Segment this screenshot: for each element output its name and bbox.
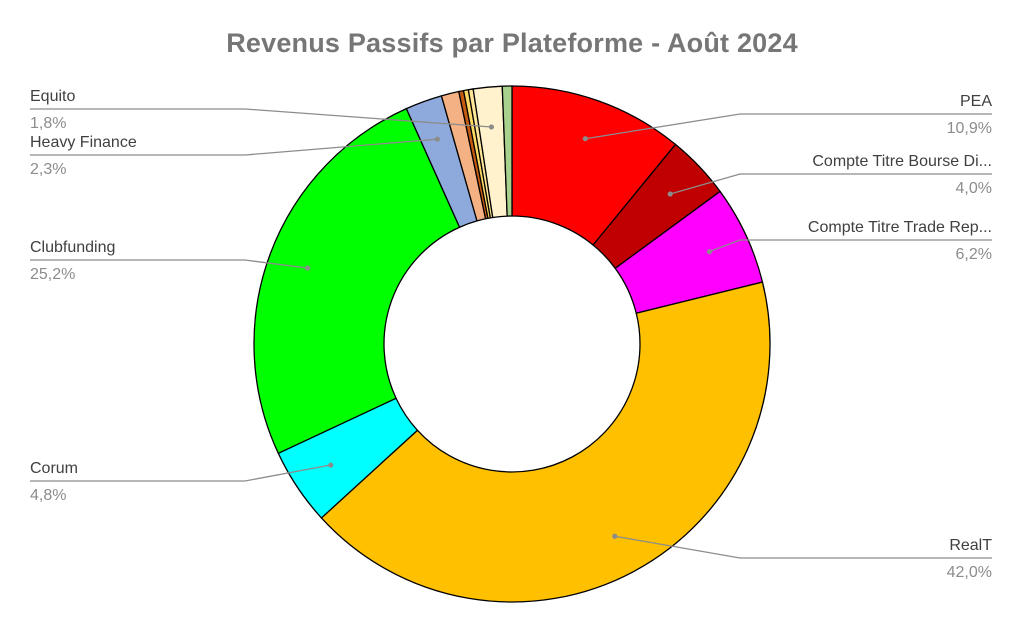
leader-line-pea [585, 113, 992, 140]
label-pct-equito: 1,8% [30, 115, 66, 132]
leader-line-equito [30, 108, 492, 128]
label-pct-clubfunding: 25,2% [30, 266, 75, 283]
leader-dot-compte-titre-bourse-di [667, 191, 673, 197]
label-name-heavy-finance: Heavy Finance [30, 134, 137, 151]
label-name-compte-titre-bourse-di: Compte Titre Bourse Di... [812, 153, 992, 170]
leader-dot-equito [488, 124, 495, 130]
label-pct-compte-titre-bourse-di: 4,0% [956, 180, 992, 197]
leader-line-realt [614, 535, 992, 559]
chart-title: Revenus Passifs par Plateforme - Août 20… [226, 28, 798, 58]
slice-realt [320, 281, 771, 603]
label-name-clubfunding: Clubfunding [30, 239, 115, 256]
leader-lines [30, 108, 992, 559]
leader-dot-compte-titre-trade-rep [706, 249, 713, 255]
label-pct-corum: 4,8% [30, 487, 66, 504]
slice-unlabeled-12 [501, 85, 513, 217]
label-pct-pea: 10,9% [947, 120, 992, 137]
slice-clubfunding [253, 107, 461, 455]
leader-line-compte-titre-trade-rep [709, 239, 992, 253]
label-pct-heavy-finance: 2,3% [30, 161, 66, 178]
leader-line-compte-titre-bourse-di [670, 173, 992, 195]
label-name-corum: Corum [30, 460, 78, 477]
label-pct-realt: 42,0% [947, 564, 992, 581]
leader-dot-corum [328, 462, 334, 468]
leader-dot-heavy-finance [434, 136, 440, 142]
leader-dot-pea [582, 136, 588, 142]
leader-dot-realt [612, 533, 618, 539]
label-name-compte-titre-trade-rep: Compte Titre Trade Rep... [808, 219, 992, 236]
leader-dot-clubfunding [305, 265, 311, 271]
leader-line-clubfunding [30, 259, 308, 269]
leader-line-heavy-finance [30, 138, 438, 156]
donut-slices [253, 85, 771, 603]
slice-labels: PEA 10,9% Compte Titre Bourse Di... 4,0% Com… [30, 88, 992, 581]
label-name-equito: Equito [30, 88, 75, 105]
label-name-realt: RealT [949, 537, 992, 554]
leader-line-corum [30, 464, 331, 482]
label-pct-compte-titre-trade-rep: 6,2% [956, 246, 992, 263]
label-name-pea: PEA [960, 93, 992, 110]
